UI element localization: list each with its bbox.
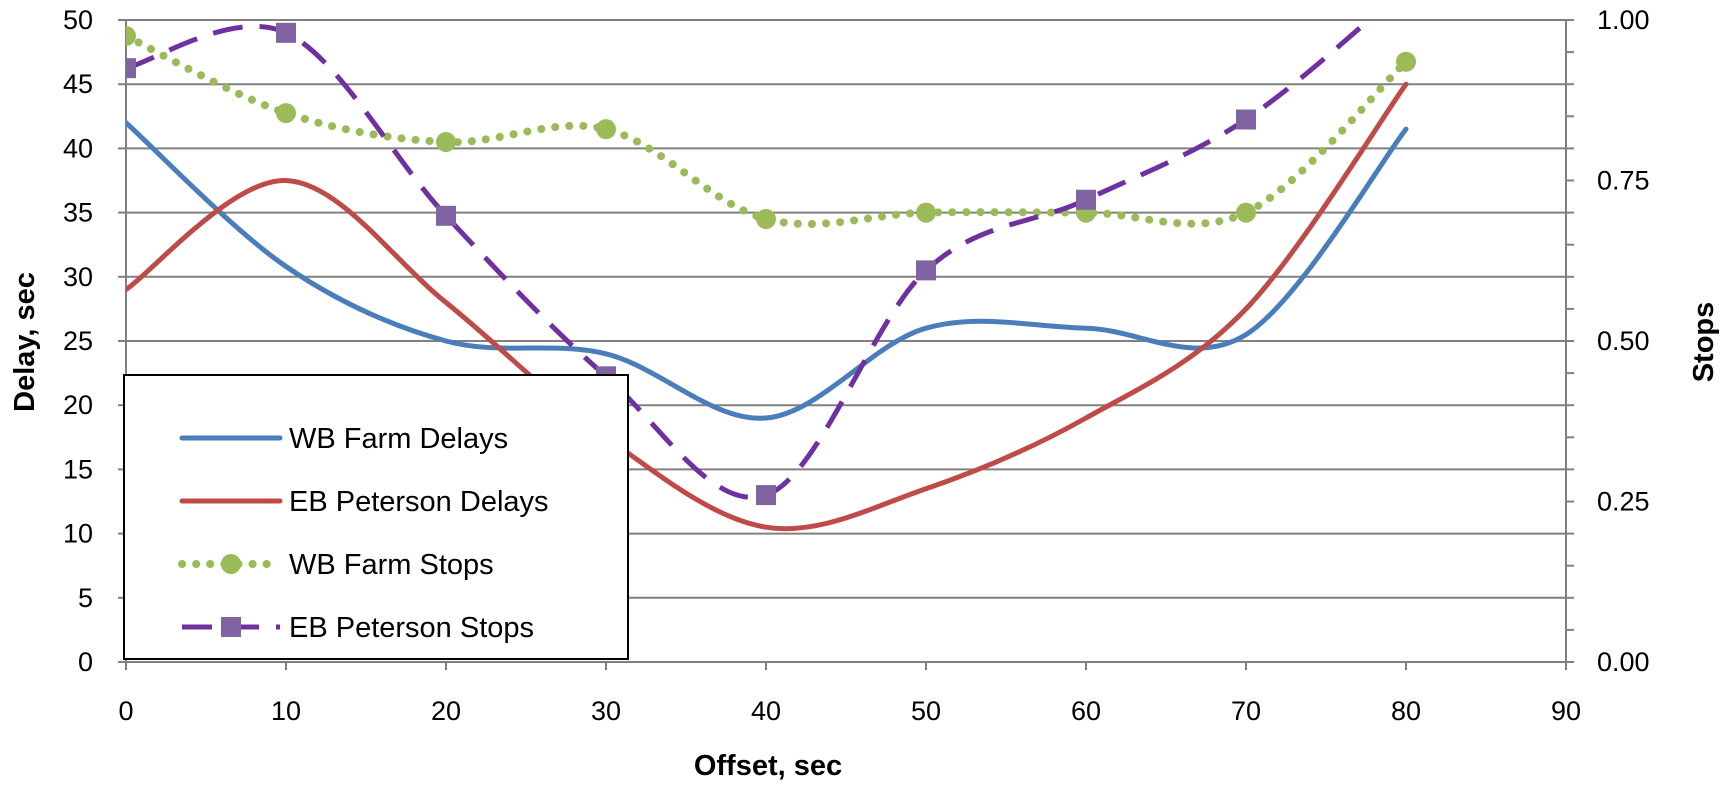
data-point-eb-peterson-stops <box>276 22 296 43</box>
y-right-tick-label: 0.50 <box>1597 326 1650 356</box>
series-line-wb-farm-delays <box>126 120 1409 421</box>
y-right-tick-label: 0.00 <box>1597 647 1650 677</box>
x-tick-label: 30 <box>591 696 621 726</box>
legend-label-eb-peterson-delays: EB Peterson Delays <box>289 486 549 518</box>
x-tick-label: 80 <box>1391 696 1421 726</box>
plot-series <box>126 20 1416 532</box>
legend-label-wb-farm-delays: WB Farm Delays <box>289 423 508 455</box>
y-right-tick-label: 0.25 <box>1597 487 1650 517</box>
data-point-eb-peterson-stops <box>756 485 776 506</box>
x-tick-label: 20 <box>431 696 461 726</box>
data-point-wb-farm-stops <box>276 103 296 124</box>
y-left-tick-label: 30 <box>63 262 93 292</box>
x-tick-label: 50 <box>911 696 941 726</box>
data-point-eb-peterson-stops <box>1236 109 1256 130</box>
x-tick-label: 0 <box>118 696 133 726</box>
legend-marker-eb-peterson-stops <box>221 617 241 637</box>
x-tick-label: 70 <box>1231 696 1261 726</box>
y-left-tick-label: 25 <box>63 326 93 356</box>
legend: WB Farm Delays EB Peterson Delays WB Farm … <box>123 374 629 660</box>
x-tick-label: 90 <box>1551 696 1581 726</box>
data-point-wb-farm-stops <box>916 202 936 223</box>
y-left-tick-label: 45 <box>63 69 93 99</box>
y-left-tick-label: 15 <box>63 454 93 484</box>
data-point-wb-farm-stops <box>1396 51 1416 72</box>
y-left-tick-label: 40 <box>63 133 93 163</box>
y2-axis-title: Stops <box>1688 302 1720 383</box>
y-right-tick-label: 0.75 <box>1597 166 1650 196</box>
y-left-tick-label: 50 <box>63 5 93 35</box>
axes <box>118 19 1574 670</box>
y-left-tick-label: 5 <box>78 583 93 613</box>
x-tick-label: 40 <box>751 696 781 726</box>
data-point-eb-peterson-stops <box>126 58 136 79</box>
data-point-wb-farm-stops <box>436 131 456 152</box>
y-left-tick-label: 0 <box>78 647 93 677</box>
y-left-tick-labels: 0 5 10 15 20 25 30 35 40 45 50 <box>63 5 93 677</box>
legend-box <box>123 374 629 660</box>
data-point-eb-peterson-stops <box>436 205 456 226</box>
y-left-tick-label: 10 <box>63 519 93 549</box>
y-axis-title: Delay, sec <box>9 272 41 412</box>
data-point-wb-farm-stops <box>596 119 616 140</box>
x-tick-label: 10 <box>271 696 301 726</box>
series-line-eb-peterson-delays <box>126 81 1409 532</box>
y-left-tick-label: 20 <box>63 390 93 420</box>
y-left-tick-label: 35 <box>63 198 93 228</box>
legend-marker-wb-farm-stops <box>221 554 241 574</box>
data-point-wb-farm-stops <box>756 209 776 230</box>
y-right-tick-labels: 0.00 0.25 0.50 0.75 1.00 <box>1597 5 1650 677</box>
x-tick-label: 60 <box>1071 696 1101 726</box>
series-line-wb-farm-stops <box>126 32 1410 228</box>
legend-label-wb-farm-stops: WB Farm Stops <box>289 549 494 581</box>
data-point-eb-peterson-stops <box>1076 189 1096 210</box>
data-point-eb-peterson-stops <box>916 260 936 281</box>
y-right-tick-label: 1.00 <box>1597 5 1650 35</box>
x-axis-title: Offset, sec <box>694 750 842 782</box>
legend-label-eb-peterson-stops: EB Peterson Stops <box>289 612 534 644</box>
x-tick-labels: 0 10 20 30 40 50 60 70 80 90 <box>118 696 1581 726</box>
data-point-wb-farm-stops <box>1236 202 1256 223</box>
data-point-wb-farm-stops <box>126 26 136 47</box>
